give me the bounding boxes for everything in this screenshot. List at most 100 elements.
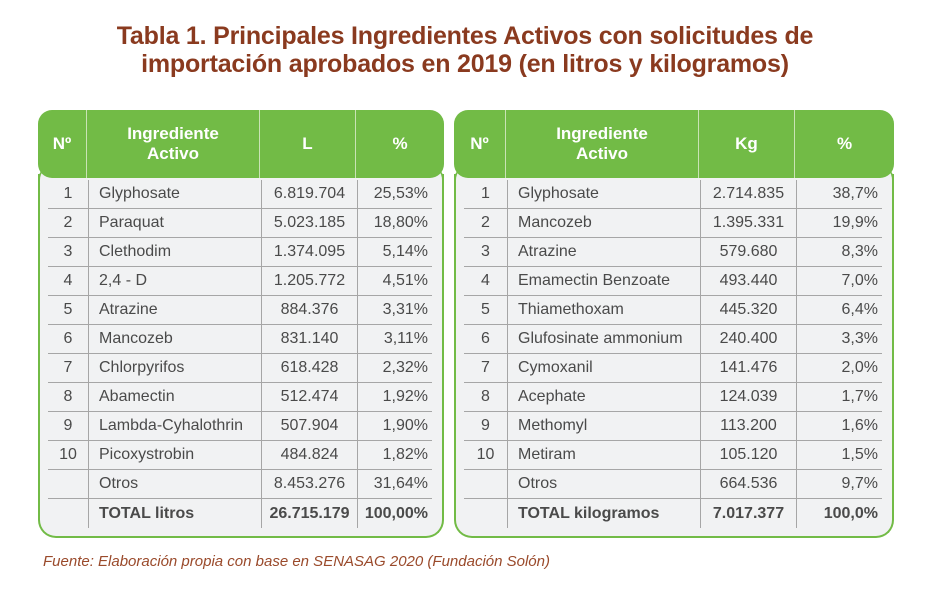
quantity-value: 7.017.377 [701,499,797,528]
ingredient-name: Chlorpyrifos [89,354,262,382]
title-line-1: Tabla 1. Principales Ingredientes Activo… [116,22,814,50]
ingredient-name: Atrazine [89,296,262,324]
table-row: 8 Acephate 124.039 1,7% [464,383,882,412]
quantity-value: 26.715.179 [262,499,358,528]
quantity-value: 618.428 [262,354,358,382]
row-number: 7 [48,354,89,382]
quantity-value: 1.395.331 [701,209,797,237]
table-row: Otros 664.536 9,7% [464,470,882,499]
row-number: 4 [48,267,89,295]
quantity-value: 1.374.095 [262,238,358,266]
percentage-value: 7,0% [841,272,878,289]
header-ingredient-line1: Ingrediente [556,124,648,143]
row-number: 6 [464,325,508,353]
source-note: Fuente: Elaboración propia con base en S… [43,553,550,570]
header-unit: Kg [699,110,795,178]
percentage-value: 3,3% [841,330,878,347]
row-number: 8 [48,383,89,411]
row-number: 6 [48,325,89,353]
percentage-value: 4,51% [382,272,428,289]
row-number [464,499,508,528]
ingredient-name: Mancozeb [89,325,262,353]
quantity-value: 512.474 [262,383,358,411]
header-ingredient: Ingrediente Activo [87,110,260,178]
ingredient-name: Glufosinate ammonium [508,325,701,353]
quantity-value: 5.023.185 [262,209,358,237]
kg-table: Nº Ingrediente Activo Kg % 1 Glyphosate 2.… [454,110,894,538]
table-row: 5 Thiamethoxam 445.320 6,4% [464,296,882,325]
quantity-value: 1.205.772 [262,267,358,295]
table-row: 6 Glufosinate ammonium 240.400 3,3% [464,325,882,354]
row-number: 9 [464,412,508,440]
row-number: 4 [464,267,508,295]
header-unit: L [260,110,356,178]
percentage-value: 1,92% [382,388,428,405]
table-row: 7 Chlorpyrifos 618.428 2,32% [48,354,432,383]
quantity-value: 240.400 [701,325,797,353]
kg-table-header: Nº Ingrediente Activo Kg % [454,110,894,178]
row-number [48,470,89,498]
quantity-value: 8.453.276 [262,470,358,498]
row-number [48,499,89,528]
percentage-value: 2,0% [841,359,878,376]
table-row: 5 Atrazine 884.376 3,31% [48,296,432,325]
percentage-value: 6,4% [841,301,878,318]
ingredient-name: Methomyl [508,412,701,440]
ingredient-name: Glyphosate [508,180,701,208]
row-number: 8 [464,383,508,411]
table-row: 4 Emamectin Benzoate 493.440 7,0% [464,267,882,296]
quantity-value: 445.320 [701,296,797,324]
percentage-value: 19,9% [832,214,878,231]
percentage-value: 2,32% [382,359,428,376]
liters-table: Nº Ingrediente Activo L % 1 Glyphosate 6.8… [38,110,444,538]
quantity-value: 664.536 [701,470,797,498]
ingredient-name: Mancozeb [508,209,701,237]
percentage-value: 38,7% [832,185,878,202]
ingredient-name: Acephate [508,383,701,411]
ingredient-name: Thiamethoxam [508,296,701,324]
header-ingredient-line2: Activo [147,144,199,163]
ingredient-name: Metiram [508,441,701,469]
header-ingredient: Ingrediente Activo [506,110,699,178]
header-no: Nº [38,110,87,178]
percentage-value: 100,00% [364,504,428,522]
row-number: 5 [48,296,89,324]
row-number: 2 [464,209,508,237]
ingredient-name: Cymoxanil [508,354,701,382]
percentage-value: 8,3% [841,243,878,260]
percentage-value: 18,80% [373,214,428,231]
kg-table-body: 1 Glyphosate 2.714.835 38,7% 2 Mancozeb 1.395.… [454,166,894,538]
header-ingredient-line1: Ingrediente [127,124,219,143]
table-row: 2 Mancozeb 1.395.331 19,9% [464,209,882,238]
table-row: 1 Glyphosate 6.819.704 25,53% [48,180,432,209]
table-title: Tabla 1. Principales Ingredientes Activo… [0,22,930,78]
header-no: Nº [454,110,506,178]
ingredient-name: Otros [508,470,701,498]
percentage-value: 3,11% [383,330,428,347]
row-number: 9 [48,412,89,440]
percentage-value: 9,7% [841,475,878,492]
ingredient-name: 2,4 - D [89,267,262,295]
row-number: 1 [464,180,508,208]
row-number: 5 [464,296,508,324]
header-pct: % [392,134,408,153]
ingredient-name: Abamectin [89,383,262,411]
table-row: 3 Clethodim 1.374.095 5,14% [48,238,432,267]
percentage-value: 100,0% [823,504,878,522]
row-number: 3 [464,238,508,266]
quantity-value: 579.680 [701,238,797,266]
table-row: 2 Paraquat 5.023.185 18,80% [48,209,432,238]
liters-table-header: Nº Ingrediente Activo L % [38,110,444,178]
total-row: TOTAL kilogramos 7.017.377 100,0% [464,499,882,528]
table-row: 9 Lambda-Cyhalothrin 507.904 1,90% [48,412,432,441]
ingredient-name: TOTAL litros [89,499,262,528]
quantity-value: 884.376 [262,296,358,324]
table-row: 9 Methomyl 113.200 1,6% [464,412,882,441]
liters-table-body: 1 Glyphosate 6.819.704 25,53% 2 Paraquat 5.023… [38,166,444,538]
ingredient-name: Lambda-Cyhalothrin [89,412,262,440]
percentage-value: 1,90% [382,417,428,434]
ingredient-name: Clethodim [89,238,262,266]
percentage-value: 31,64% [373,475,428,492]
ingredient-name: Paraquat [89,209,262,237]
ingredient-name: Emamectin Benzoate [508,267,701,295]
